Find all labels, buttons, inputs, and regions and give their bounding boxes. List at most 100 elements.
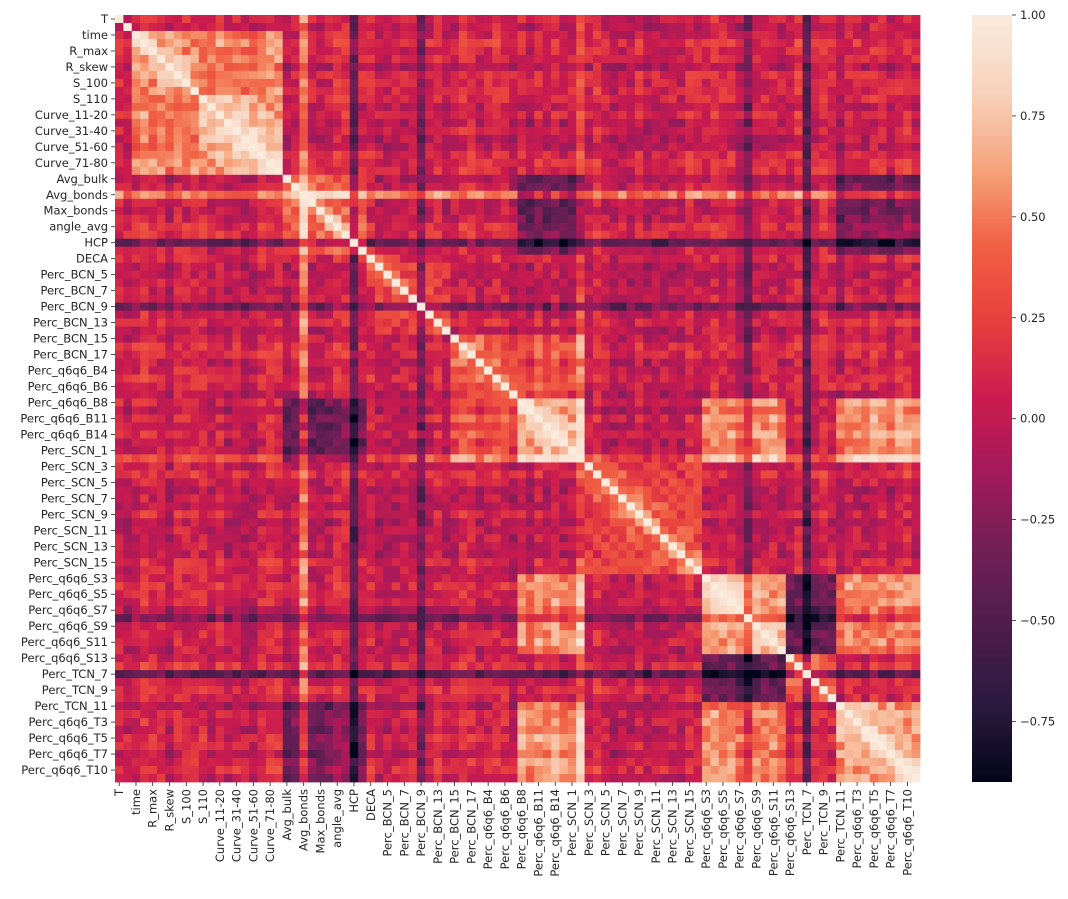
heatmap-cell [458,102,468,112]
heatmap-cell [651,94,661,104]
heatmap-cell [324,62,334,72]
heatmap-cell [307,222,317,232]
heatmap-cell [886,46,896,56]
heatmap-cell [525,406,535,415]
heatmap-cell [551,318,560,327]
heatmap-cell [701,70,711,80]
heatmap-cell [836,198,845,208]
heatmap-cell [534,166,544,176]
heatmap-cell [173,134,183,144]
heatmap-cell [156,174,166,184]
heatmap-cell [492,118,502,128]
heatmap-cell [140,142,149,152]
heatmap-cell [576,374,585,383]
heatmap-cell [626,54,636,64]
heatmap-cell [282,222,292,232]
heatmap-cell [265,382,275,391]
heatmap-cell [626,134,636,144]
heatmap-cell [291,270,300,280]
heatmap-cell [735,278,745,288]
heatmap-cell [198,222,208,232]
heatmap-cell [852,142,862,152]
heatmap-cell [408,254,418,264]
heatmap-cell [551,174,560,184]
heatmap-cell [265,182,275,192]
heatmap-cell [249,310,258,319]
heatmap-cell [416,182,426,192]
heatmap-cell [592,350,602,359]
heatmap-cell [467,166,476,176]
heatmap-cell [282,134,292,144]
heatmap-cell [894,142,904,152]
heatmap-cell [777,70,787,80]
heatmap-cell [115,358,124,367]
heatmap-cell [190,166,200,176]
heatmap-cell [693,342,703,351]
heatmap-cell [551,134,560,144]
heatmap-cell [265,190,275,200]
heatmap-cell [282,158,292,168]
heatmap-cell [265,166,275,176]
heatmap-cell [542,342,552,351]
heatmap-cell [316,278,326,288]
heatmap-cell [341,254,351,264]
heatmap-cell [785,310,795,319]
heatmap-cell [492,358,502,367]
heatmap-cell [718,126,728,136]
heatmap-cell [366,134,376,144]
heatmap-cell [333,126,342,136]
heatmap-cell [601,46,611,56]
heatmap-cell [542,254,552,264]
heatmap-cell [341,390,351,399]
heatmap-cell [341,15,351,24]
heatmap-cell [634,254,644,264]
heatmap-cell [542,334,552,343]
heatmap-cell [769,414,778,423]
heatmap-cell [701,134,711,144]
heatmap-cell [785,286,795,296]
heatmap-cell [609,278,619,288]
heatmap-cell [416,246,426,256]
heatmap-cell [156,342,166,351]
heatmap-cell [567,38,577,48]
heatmap-cell [534,30,544,40]
heatmap-cell [232,334,242,343]
heatmap-cell [148,174,158,184]
heatmap-cell [215,374,225,383]
heatmap-cell [903,246,913,256]
heatmap-cell [869,390,879,399]
heatmap-cell [567,262,577,272]
heatmap-cell [391,182,401,192]
heatmap-cell [810,350,820,359]
heatmap-cell [483,350,493,359]
heatmap-cell [894,286,904,296]
heatmap-cell [525,334,535,343]
heatmap-cell [483,366,493,375]
heatmap-cell [265,262,275,272]
heatmap-cell [442,182,451,192]
heatmap-cell [232,206,242,216]
heatmap-cell [567,342,577,351]
heatmap-cell [458,358,468,367]
heatmap-cell [123,270,133,280]
heatmap-cell [861,182,871,192]
heatmap-cell [333,254,342,264]
heatmap-cell [324,166,334,176]
heatmap-cell [173,190,183,200]
heatmap-cell [509,110,518,120]
heatmap-cell [752,398,762,407]
heatmap-cell [173,262,183,272]
heatmap-cell [349,422,359,431]
heatmap-cell [827,110,837,120]
heatmap-cell [224,318,233,327]
heatmap-cell [282,270,292,280]
heatmap-cell [408,126,418,136]
heatmap-cell [894,246,904,256]
heatmap-cell [265,254,275,264]
heatmap-cell [626,190,636,200]
heatmap-cell [844,46,854,56]
heatmap-cell [693,326,703,335]
heatmap-cell [291,30,300,40]
heatmap-cell [282,246,292,256]
heatmap-cell [693,382,703,391]
